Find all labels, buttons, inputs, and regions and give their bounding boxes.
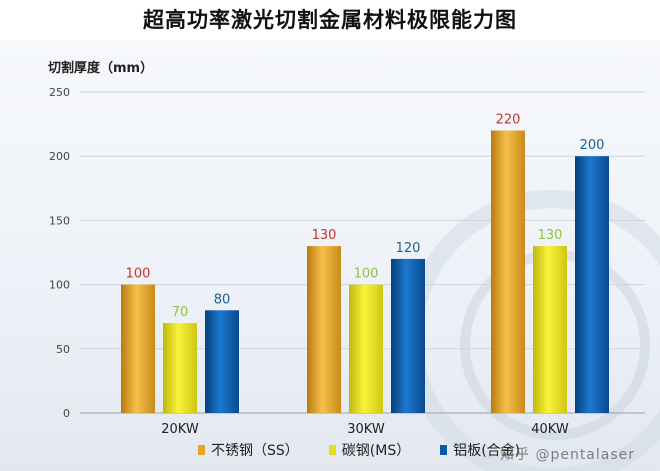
x-tick-label: 20KW xyxy=(161,422,199,437)
y-tick-label: 50 xyxy=(56,343,70,356)
legend-item-ss: 不锈钢（SS） xyxy=(198,440,299,460)
data-label: 130 xyxy=(312,228,337,243)
legend-label-ss: 不锈钢（SS） xyxy=(211,443,299,459)
bar-30kw-series-1 xyxy=(349,284,383,413)
y-tick-label: 100 xyxy=(49,279,70,292)
y-tick-label: 150 xyxy=(49,214,70,227)
data-label: 200 xyxy=(580,138,605,153)
legend: 不锈钢（SS） 碳钢(MS） 铝板(合金) xyxy=(198,440,520,460)
x-tick-label: 30KW xyxy=(347,422,385,437)
bar-20kw-series-1 xyxy=(163,323,197,413)
data-label: 100 xyxy=(354,267,379,282)
legend-swatch-al xyxy=(440,445,448,455)
y-tick-label: 0 xyxy=(63,407,70,420)
data-label: 80 xyxy=(214,292,231,307)
bar-40kw-series-0 xyxy=(491,130,525,413)
y-axis-label: 切割厚度（mm） xyxy=(48,61,154,76)
data-label: 120 xyxy=(396,241,421,256)
chart-title: 超高功率激光切割金属材料极限能力图 xyxy=(143,8,517,32)
legend-swatch-ss xyxy=(198,445,205,455)
legend-swatch-ms xyxy=(328,445,336,455)
watermark: 知乎 @pentalaser xyxy=(500,447,636,463)
x-tick-label: 40KW xyxy=(531,422,569,437)
data-label: 70 xyxy=(172,305,189,320)
y-tick-label: 250 xyxy=(49,86,70,99)
bar-30kw-series-2 xyxy=(391,258,425,413)
data-label: 100 xyxy=(126,267,151,282)
bar-20kw-series-2 xyxy=(205,310,239,413)
legend-label-al: 铝板(合金) xyxy=(453,443,521,459)
legend-item-ms: 碳钢(MS） xyxy=(328,440,411,460)
bar-40kw-series-1 xyxy=(533,246,567,413)
data-label: 220 xyxy=(496,113,521,128)
y-tick-label: 200 xyxy=(49,150,70,163)
bar-40kw-series-2 xyxy=(575,156,609,413)
legend-item-al: 铝板(合金) xyxy=(440,440,520,460)
bar-30kw-series-0 xyxy=(307,246,341,413)
data-label: 130 xyxy=(538,228,563,243)
bar-20kw-series-0 xyxy=(121,284,155,413)
legend-label-ms: 碳钢(MS） xyxy=(341,443,411,459)
